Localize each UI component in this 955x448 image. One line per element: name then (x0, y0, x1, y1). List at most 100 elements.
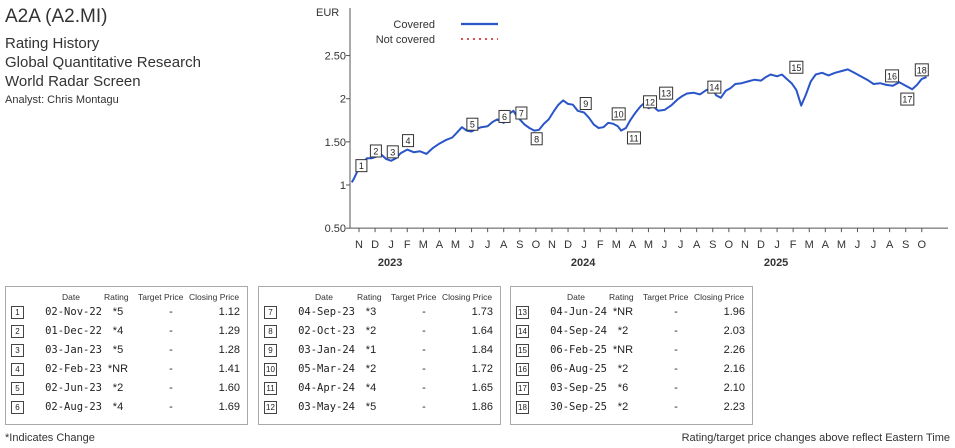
rating-marker-number: 2 (373, 146, 378, 156)
table-header-date: Date (567, 292, 585, 302)
cell-closing: 1.60 (218, 382, 240, 394)
cell-rating: *2 (112, 382, 124, 394)
x-tick-label: A (500, 239, 508, 251)
rating-marker-box (530, 132, 543, 146)
x-tick-label: J (855, 239, 861, 251)
table-header-target: Target Price (391, 292, 437, 302)
cell-date: 02-Aug-23 (45, 401, 102, 413)
cell-target: - (422, 401, 426, 413)
x-tick-label: J (871, 239, 877, 251)
cell-target: - (169, 306, 173, 318)
x-tick-label: D (371, 239, 379, 251)
cell-rating: *2 (617, 325, 629, 337)
table-row: 17 03-Sep-25 *6 - 2.10 (511, 380, 752, 398)
table-row: 13 04-Jun-24 *NR - 1.96 (511, 304, 752, 322)
cell-date: 03-Jan-23 (45, 344, 102, 356)
timezone-footnote: Rating/target price changes above reflec… (681, 432, 950, 444)
row-number-box: 1 (11, 306, 24, 319)
rating-table-1: Date Rating Target Price Closing Price 1 02-N… (5, 286, 248, 425)
report-subtitle-2: Global Quantitative Research (5, 54, 201, 71)
rating-marker-box (386, 145, 399, 159)
row-number-box: 3 (11, 344, 24, 357)
x-tick-label: D (564, 239, 572, 251)
table-row: 9 03-Jan-24 *1 - 1.84 (259, 342, 500, 360)
table-row: 8 02-Oct-23 *2 - 1.64 (259, 323, 500, 341)
cell-date: 04-Apr-24 (298, 382, 355, 394)
cell-closing: 2.16 (723, 363, 745, 375)
cell-rating: *2 (617, 363, 629, 375)
rating-marker-box (355, 159, 368, 173)
y-tick-label: 2.50 (325, 51, 346, 63)
rating-marker-number: 7 (519, 109, 524, 119)
cell-rating: *6 (617, 382, 629, 394)
x-tick-label: N (548, 239, 556, 251)
x-tick-label: M (612, 239, 621, 251)
x-tick-label: J (469, 239, 475, 251)
report-subtitle-3: World Radar Screen (5, 73, 141, 90)
cell-date: 02-Jun-23 (45, 382, 102, 394)
cell-rating: *NR (107, 363, 129, 375)
row-number-box: 5 (11, 382, 24, 395)
row-number-box: 15 (516, 344, 529, 357)
table-header-rating: Rating (104, 292, 129, 302)
x-tick-label: N (741, 239, 749, 251)
rating-marker-box (789, 60, 804, 74)
x-tick-label: M (805, 239, 814, 251)
price-line (350, 68, 927, 183)
x-tick-label: O (918, 239, 927, 251)
cell-target: - (169, 363, 173, 375)
rating-marker-number: 16 (887, 71, 897, 81)
rating-marker-box (402, 134, 415, 148)
cell-date: 06-Aug-25 (550, 363, 607, 375)
table-row: 18 30-Sep-25 *2 - 2.23 (511, 399, 752, 417)
cell-date: 03-Sep-25 (550, 382, 607, 394)
change-footnote: *Indicates Change (5, 432, 95, 444)
analyst-name: Analyst: Chris Montagu (5, 94, 119, 106)
rating-marker-box (515, 106, 528, 120)
cell-target: - (422, 363, 426, 375)
x-tick-label: J (388, 239, 394, 251)
x-tick-label: M (837, 239, 846, 251)
y-tick-label: 1 (340, 180, 346, 192)
rating-marker-box (498, 109, 511, 123)
cell-target: - (674, 344, 678, 356)
page-title: A2A (A2.MI) (5, 6, 108, 27)
table-row: 11 04-Apr-24 *4 - 1.65 (259, 380, 500, 398)
cell-target: - (169, 344, 173, 356)
row-number-box: 8 (264, 325, 277, 338)
rating-table-2: Date Rating Target Price Closing Price 7 04-S… (258, 286, 501, 425)
x-tick-label: A (436, 239, 444, 251)
rating-marker-number: 10 (614, 109, 624, 119)
legend-label: Covered (393, 19, 435, 31)
rating-marker-box (466, 117, 479, 131)
x-tick-label: J (485, 239, 491, 251)
rating-marker-number: 1 (359, 161, 364, 171)
x-tick-label: F (404, 239, 411, 251)
cell-closing: 1.64 (471, 325, 493, 337)
rating-marker-box (900, 92, 915, 106)
rating-marker-number: 6 (502, 112, 507, 122)
cell-closing: 1.96 (723, 306, 745, 318)
cell-target: - (674, 382, 678, 394)
cell-date: 30-Sep-25 (550, 401, 607, 413)
table-row: 1 02-Nov-22 *5 - 1.12 (6, 304, 247, 322)
x-tick-label: M (451, 239, 460, 251)
row-number-box: 10 (264, 363, 277, 376)
y-axis-unit: EUR (316, 7, 339, 19)
cell-rating: *5 (112, 306, 124, 318)
report-subtitle-1: Rating History (5, 35, 100, 52)
cell-date: 04-Jun-24 (550, 306, 607, 318)
rating-marker-box (914, 63, 929, 77)
rating-marker-number: 12 (645, 97, 655, 107)
rating-marker-number: 5 (470, 120, 475, 130)
row-number-box: 7 (264, 306, 277, 319)
cell-date: 04-Sep-23 (298, 306, 355, 318)
cell-rating: *4 (112, 401, 124, 413)
rating-marker-number: 17 (902, 95, 912, 105)
rating-marker-number: 3 (390, 147, 395, 157)
cell-closing: 1.41 (218, 363, 240, 375)
cell-rating: *4 (365, 382, 377, 394)
rating-marker-number: 8 (534, 134, 539, 144)
cell-rating: *2 (365, 325, 377, 337)
table-row: 16 06-Aug-25 *2 - 2.16 (511, 361, 752, 379)
